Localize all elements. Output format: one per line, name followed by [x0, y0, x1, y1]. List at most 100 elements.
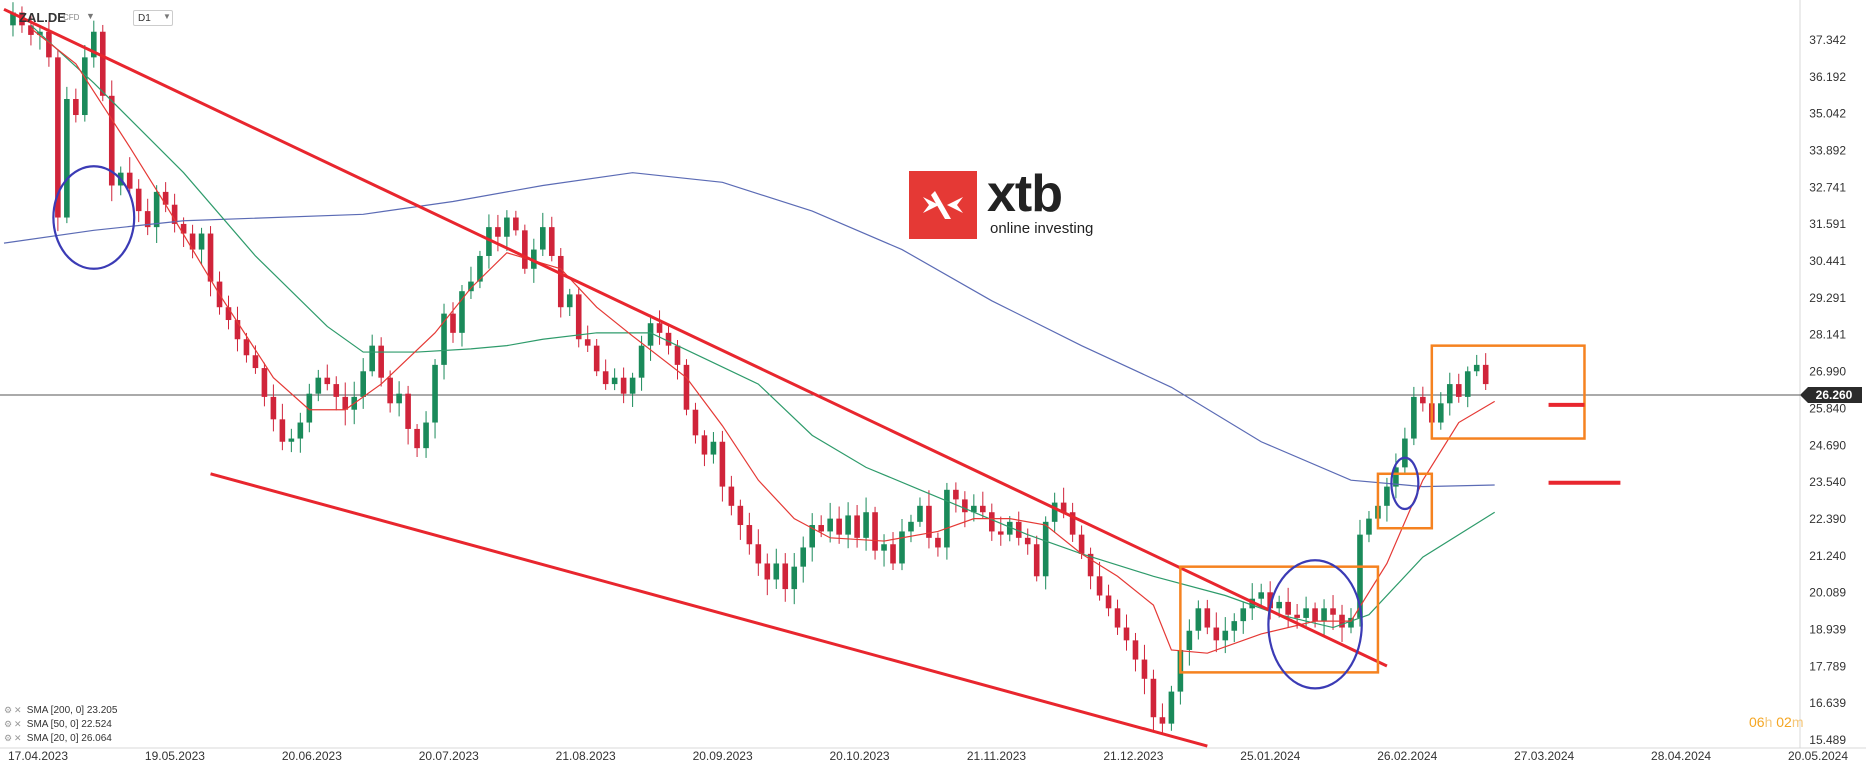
candle-body: [1015, 521, 1022, 538]
candle-body: [1446, 384, 1453, 404]
candle-body: [522, 230, 528, 269]
symbol-dropdown-icon[interactable]: ▼: [86, 11, 95, 21]
highlight-circle: [52, 165, 136, 270]
candle-body: [818, 525, 824, 532]
sma20-line: [30, 28, 1495, 654]
candle-body: [1114, 608, 1121, 628]
candle-body: [719, 441, 726, 487]
timeframe-select[interactable]: D1: [133, 10, 173, 26]
highlight-circle: [1267, 559, 1363, 690]
candle-body: [1240, 608, 1247, 622]
candle-body: [854, 515, 860, 538]
candle-body: [890, 544, 896, 564]
candle-body: [55, 57, 61, 218]
legend-sma50[interactable]: ⚙ ✕ SMA [50, 0] 22.524: [4, 719, 112, 730]
candle-body: [809, 525, 815, 548]
candle-body: [225, 307, 232, 321]
candle-body: [836, 518, 842, 535]
settings-icon[interactable]: ⚙: [4, 733, 13, 743]
candle-body: [64, 99, 70, 218]
candle-body: [450, 313, 456, 333]
candle-body: [863, 512, 869, 538]
candle-body: [243, 339, 250, 356]
candle-body: [91, 31, 97, 58]
current-price-label: 26.260: [1816, 388, 1853, 402]
price-tick-label: 24.690: [1809, 438, 1846, 452]
highlight-circle: [1390, 456, 1420, 511]
candle-body: [656, 323, 663, 333]
settings-icon[interactable]: ⚙: [4, 719, 13, 729]
logo-brand-text: xtb: [987, 165, 1063, 223]
candle-body: [1069, 512, 1076, 535]
candle-body: [396, 393, 402, 404]
price-tick-label: 33.892: [1809, 144, 1846, 158]
candle-body: [1411, 396, 1417, 439]
candle-body: [1285, 601, 1291, 615]
candle-body: [82, 57, 88, 116]
candle-body: [845, 515, 851, 535]
date-tick-label: 28.04.2024: [1651, 749, 1711, 763]
date-tick-label: 25.01.2024: [1240, 749, 1300, 763]
candle-body: [962, 499, 968, 513]
candle-body: [1231, 621, 1238, 631]
close-icon[interactable]: ✕: [14, 733, 22, 743]
candle-body: [1087, 553, 1094, 577]
channel-upper-trendline: [3, 7, 1388, 668]
close-icon[interactable]: ✕: [14, 719, 22, 729]
candle-body: [10, 12, 16, 26]
price-tick-label: 15.489: [1809, 733, 1846, 747]
price-tick-label: 29.291: [1809, 291, 1846, 305]
candle-body: [935, 537, 941, 548]
candle-body: [1438, 403, 1444, 423]
candle-body: [288, 438, 295, 442]
price-tick-label: 17.789: [1809, 659, 1846, 673]
price-tick-label: 35.042: [1809, 107, 1846, 121]
candle-body: [153, 191, 160, 228]
candle-body: [73, 99, 79, 116]
candle-body: [881, 544, 887, 551]
timeframe-dropdown-icon[interactable]: ▼: [163, 12, 171, 21]
settings-icon[interactable]: ⚙: [4, 705, 13, 715]
candle-body: [755, 544, 762, 564]
date-tick-label: 26.02.2024: [1377, 749, 1437, 763]
candle-body: [369, 345, 375, 372]
candle-body: [908, 521, 914, 532]
candle-body: [468, 281, 474, 292]
candle-body: [135, 188, 142, 212]
date-tick-label: 19.05.2023: [145, 749, 205, 763]
candle-body: [261, 368, 268, 397]
symbol-label[interactable]: ZAL.DE: [19, 10, 66, 25]
candle-body: [1455, 384, 1462, 397]
date-tick-label: 17.04.2023: [8, 749, 68, 763]
candle-body: [800, 547, 807, 567]
price-tick-label: 21.240: [1809, 549, 1846, 563]
date-tick-label: 21.11.2023: [967, 749, 1026, 763]
candle-body: [944, 489, 950, 548]
legend-sma20[interactable]: ⚙ ✕ SMA [20, 0] 26.064: [4, 733, 112, 744]
candle-body: [899, 531, 905, 564]
candle-body: [1482, 364, 1489, 385]
candle-body: [557, 255, 564, 308]
price-tick-label: 31.591: [1809, 217, 1846, 231]
candle-body: [602, 371, 609, 385]
candle-body: [593, 345, 600, 372]
candle-body: [360, 371, 366, 397]
candle-body: [531, 249, 537, 269]
candle-body: [1473, 364, 1480, 372]
date-tick-label: 20.07.2023: [419, 749, 479, 763]
price-tick-label: 28.141: [1809, 328, 1846, 342]
candle-body: [1330, 608, 1336, 615]
candle-body: [728, 486, 735, 506]
candle-body: [270, 396, 277, 420]
candle-body: [1204, 608, 1211, 628]
close-icon[interactable]: ✕: [14, 705, 22, 715]
candle-body: [1384, 486, 1390, 506]
candle-body: [1420, 396, 1426, 404]
candle-body: [306, 393, 313, 423]
candle-body: [1168, 691, 1175, 724]
legend-sma200[interactable]: ⚙ ✕ SMA [200, 0] 23.205: [4, 705, 117, 716]
candle-body: [279, 419, 286, 442]
candle-body: [486, 227, 492, 256]
candle-body: [1303, 608, 1309, 618]
